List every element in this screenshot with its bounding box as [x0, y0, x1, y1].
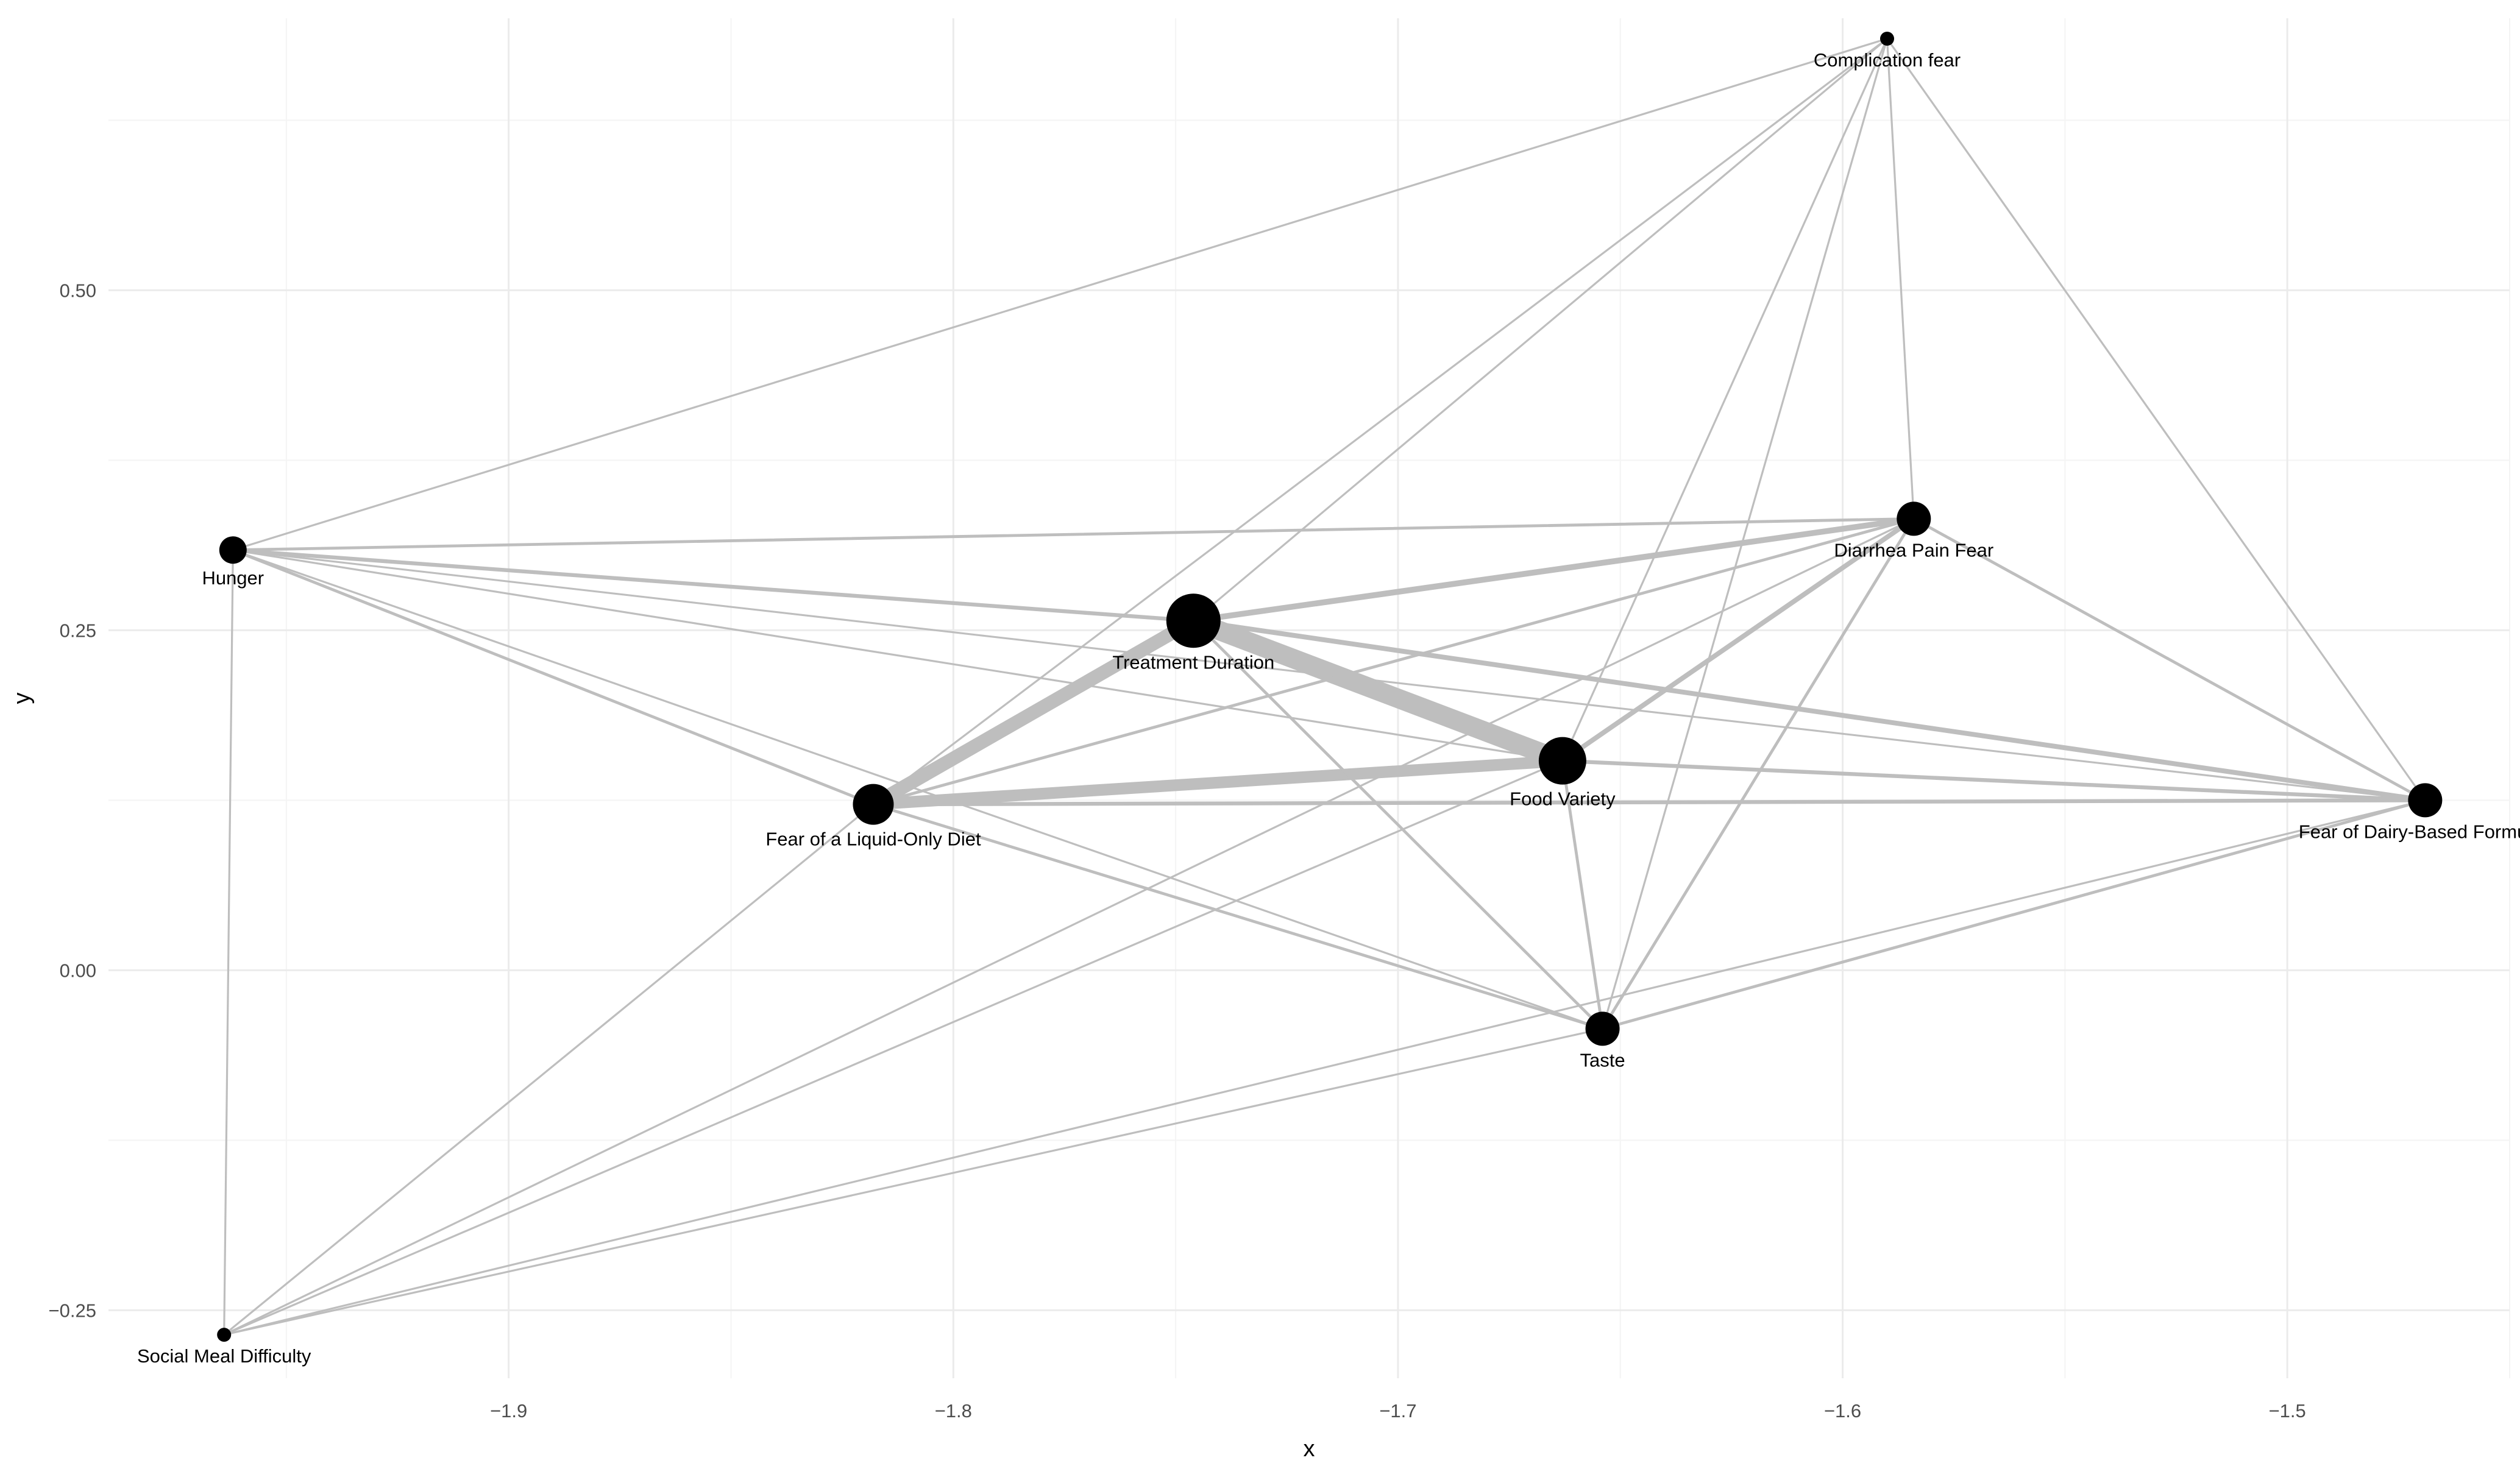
node-label-diarrhea: Diarrhea Pain Fear — [1834, 539, 1993, 561]
axes: −1.9 −1.8 −1.7 −1.6 −1.5 −0.25 0.00 0.25 0.50 x… — [9, 280, 2306, 1462]
node-label-liquid: Fear of a Liquid-Only Diet — [765, 829, 981, 850]
edge-treatment-complication — [1192, 37, 1889, 622]
edge-treatment-dairy — [1191, 618, 2428, 803]
x-tick-label: −1.8 — [935, 1400, 972, 1422]
edge-food-taste — [1561, 759, 1604, 1030]
y-tick-label: 0.25 — [60, 620, 96, 641]
node-label-complication: Complication fear — [1814, 49, 1961, 71]
network-nodes — [217, 31, 2443, 1342]
network-edges — [223, 37, 2428, 1336]
edge-treatment-taste — [1191, 619, 1604, 1030]
edge-liquid-taste — [871, 802, 1604, 1030]
node-liquid — [853, 784, 894, 825]
edge-taste-diarrhea — [1601, 517, 1915, 1030]
edge-diarrhea-social — [223, 517, 1915, 1336]
edge-treatment-food — [1184, 611, 1572, 771]
edge-food-social — [223, 760, 1564, 1336]
edge-diarrhea-complication — [1886, 37, 1915, 520]
edge-treatment-diarrhea — [1190, 515, 1917, 624]
edge-hunger-treatment — [231, 548, 1196, 623]
node-dairy — [2408, 783, 2443, 818]
edge-liquid-social — [223, 803, 875, 1336]
edge-treatment-liquid — [866, 614, 1201, 812]
node-food — [1538, 737, 1586, 785]
node-diarrhea — [1897, 501, 1931, 536]
edge-dairy-complication — [1886, 37, 2426, 802]
edge-taste-dairy — [1601, 799, 2427, 1030]
edge-diarrhea-dairy — [1912, 517, 2427, 802]
x-tick-labels: −1.9 −1.8 −1.7 −1.6 −1.5 — [490, 1400, 2306, 1422]
node-label-taste: Taste — [1580, 1049, 1625, 1071]
y-tick-label: 0.50 — [60, 280, 96, 301]
x-tick-label: −1.5 — [2269, 1400, 2306, 1422]
edge-liquid-dairy — [871, 798, 2427, 807]
node-labels: Complication fear Diarrhea Pain Fear Hunge… — [137, 49, 2520, 1367]
edge-hunger-complication — [232, 37, 1889, 551]
node-social — [217, 1328, 232, 1342]
edge-food-complication — [1561, 37, 1889, 762]
y-tick-label: 0.00 — [60, 960, 96, 981]
x-tick-label: −1.6 — [1824, 1400, 1861, 1422]
x-tick-label: −1.9 — [490, 1400, 527, 1422]
edge-hunger-social — [223, 549, 234, 1336]
node-label-treatment: Treatment Duration — [1112, 651, 1274, 673]
node-label-dairy: Fear of Dairy-Based Formulas — [2299, 821, 2520, 842]
edge-liquid-diarrhea — [871, 517, 1915, 806]
node-taste — [1585, 1011, 1620, 1046]
y-axis-title: y — [9, 693, 35, 704]
edge-dairy-social — [223, 799, 2426, 1336]
edge-food-dairy — [1560, 759, 2427, 802]
x-tick-label: −1.7 — [1379, 1400, 1416, 1422]
edge-taste-social — [223, 1027, 1604, 1336]
edge-hunger-liquid — [231, 548, 875, 806]
grid-lines — [108, 18, 2510, 1378]
node-complication — [1880, 31, 1895, 46]
edge-liquid-complication — [872, 37, 1889, 806]
edge-taste-complication — [1601, 37, 1889, 1030]
node-label-social: Social Meal Difficulty — [137, 1345, 311, 1367]
y-tick-label: −0.25 — [49, 1300, 96, 1321]
x-axis-title: x — [1304, 1436, 1315, 1462]
edge-liquid-food — [867, 755, 1569, 810]
node-label-hunger: Hunger — [202, 567, 264, 589]
node-hunger — [219, 536, 247, 564]
edge-food-diarrhea — [1560, 516, 1917, 763]
node-label-food: Food Variety — [1510, 788, 1616, 810]
edge-hunger-taste — [232, 549, 1604, 1030]
edge-hunger-food — [232, 549, 1564, 762]
edge-hunger-dairy — [232, 549, 2426, 802]
edge-hunger-diarrhea — [231, 517, 1915, 552]
node-treatment — [1166, 593, 1221, 648]
y-tick-labels: −0.25 0.00 0.25 0.50 — [49, 280, 96, 1321]
